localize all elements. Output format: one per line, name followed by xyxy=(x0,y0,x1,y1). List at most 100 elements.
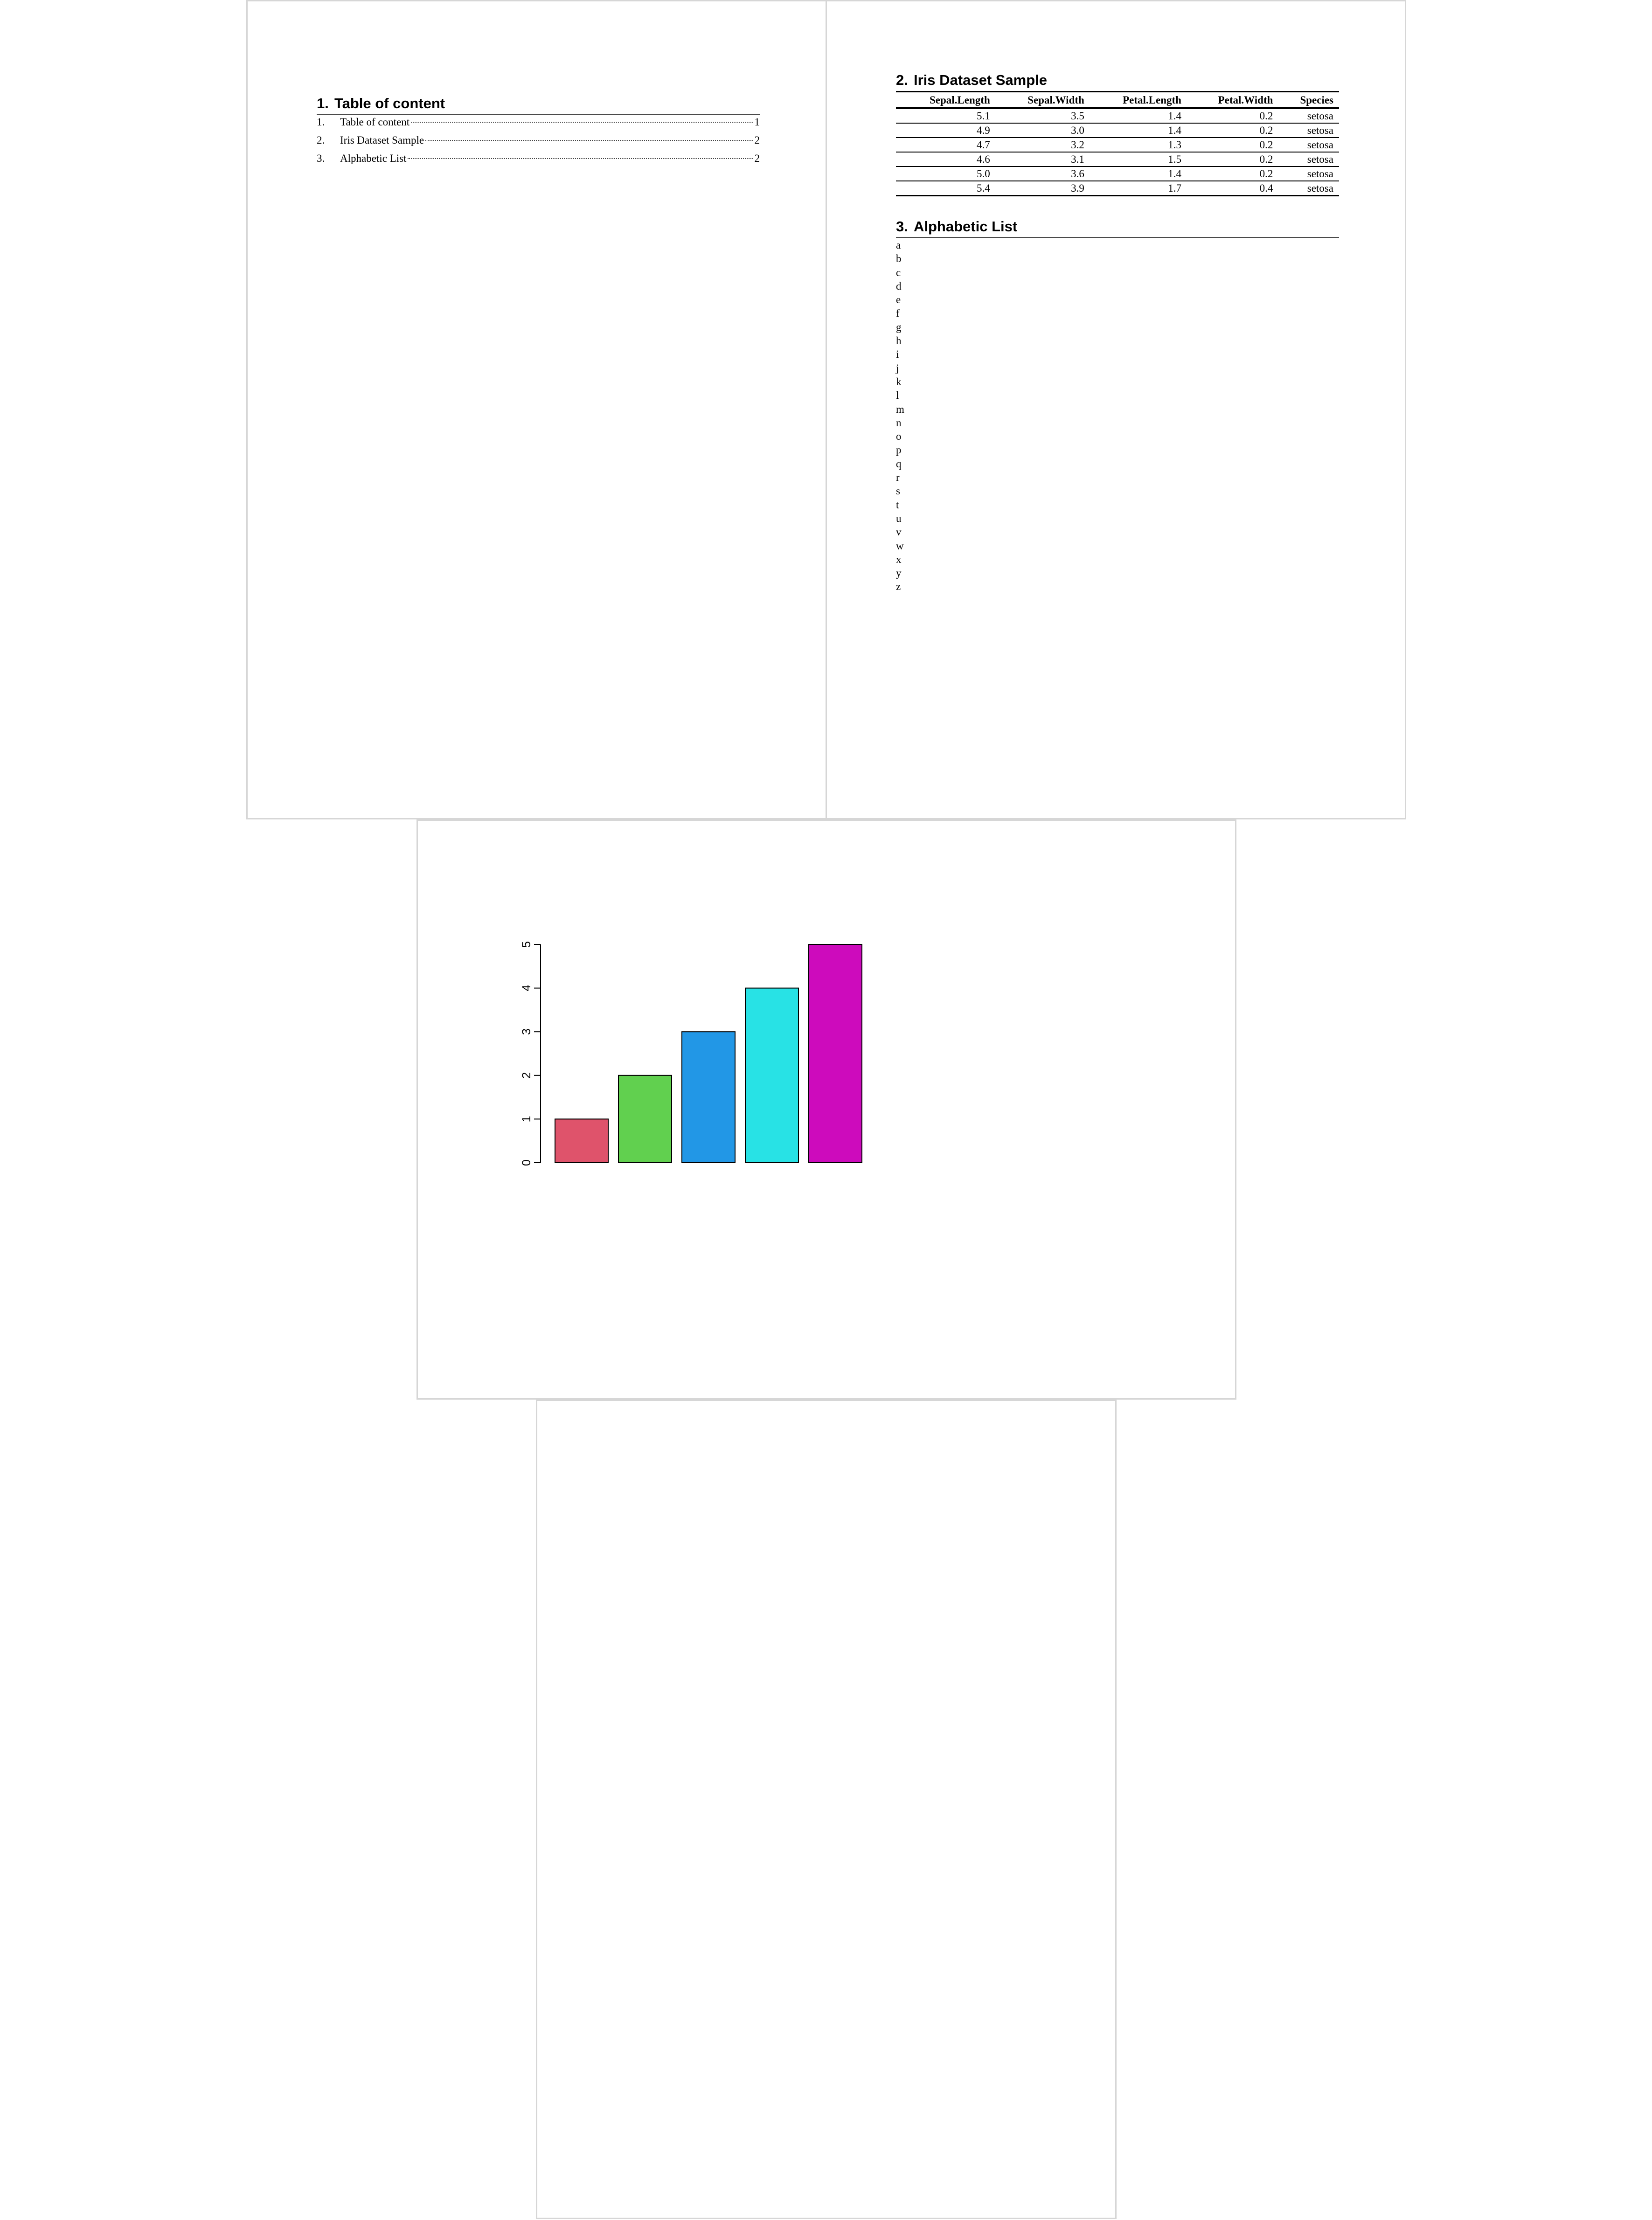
list-item: c xyxy=(896,266,901,278)
list-item: v xyxy=(896,526,902,538)
table-cell: setosa xyxy=(1278,181,1339,196)
toc-entry-text: Iris Dataset Sample xyxy=(340,134,424,146)
toc-entry-text: Table of content xyxy=(340,116,410,128)
y-tick-label: 0 xyxy=(520,1159,533,1166)
alphabet-heading-rule xyxy=(896,237,1339,238)
iris-section-heading: 2. Iris Dataset Sample xyxy=(896,72,1047,89)
table-row: 4.9 3.0 1.4 0.2 setosa xyxy=(896,123,1339,138)
bar xyxy=(745,987,799,1163)
list-item: h xyxy=(896,335,902,347)
table-cell: 3.1 xyxy=(995,152,1090,167)
table-cell: 1.7 xyxy=(1090,181,1187,196)
toc-entry-page: 2 xyxy=(754,153,760,164)
table-cell: 1.4 xyxy=(1090,108,1187,124)
toc-entry-number: 2. xyxy=(317,134,325,146)
list-item: d xyxy=(896,280,902,292)
list-item: r xyxy=(896,472,900,484)
table-row: 5.4 3.9 1.7 0.4 setosa xyxy=(896,181,1339,196)
y-tick-label: 4 xyxy=(520,985,533,992)
list-item: g xyxy=(896,321,902,333)
column-header-sepal-width: Sepal.Width xyxy=(995,91,1090,109)
toc-leader-dots xyxy=(425,140,753,141)
table-cell: 3.6 xyxy=(995,166,1090,181)
list-item: i xyxy=(896,348,899,361)
list-item: q xyxy=(896,458,902,470)
y-tick-label: 2 xyxy=(520,1072,533,1079)
toc-leader-dots xyxy=(411,122,753,123)
table-cell: 3.5 xyxy=(995,108,1090,124)
document-page-4 xyxy=(536,1400,1117,2219)
bar xyxy=(618,1075,672,1163)
table-cell: 4.9 xyxy=(896,123,996,138)
list-item: f xyxy=(896,307,900,319)
list-item: a xyxy=(896,239,901,251)
table-cell: 5.1 xyxy=(896,108,996,124)
toc-entry-text: Alphabetic List xyxy=(340,153,407,164)
table-row: 5.0 3.6 1.4 0.2 setosa xyxy=(896,166,1339,181)
table-cell: setosa xyxy=(1278,108,1339,124)
table-cell: 5.4 xyxy=(896,181,996,196)
alphabet-section-title: Alphabetic List xyxy=(914,218,1018,235)
column-header-sepal-length: Sepal.Length xyxy=(896,91,996,109)
table-cell: 0.2 xyxy=(1187,108,1279,124)
list-item: o xyxy=(896,430,902,443)
table-cell: 0.2 xyxy=(1187,123,1279,138)
alphabetic-list: a b c d e f g h i j k l m n o p q r s t … xyxy=(896,238,904,594)
list-item: s xyxy=(896,485,900,497)
toc-leader-dots xyxy=(408,158,753,159)
column-header-petal-width: Petal.Width xyxy=(1187,91,1279,109)
iris-table: Sepal.Length Sepal.Width Petal.Length Pe… xyxy=(896,91,1339,196)
table-cell: 0.2 xyxy=(1187,166,1279,181)
table-row: 4.7 3.2 1.3 0.2 setosa xyxy=(896,138,1339,153)
toc-entry-page: 2 xyxy=(754,134,760,146)
list-item: e xyxy=(896,294,901,306)
toc-entry[interactable]: 3. Alphabetic List 2 xyxy=(317,152,760,166)
table-cell: 5.0 xyxy=(896,166,996,181)
list-item: z xyxy=(896,581,901,593)
table-row: 4.6 3.1 1.5 0.2 setosa xyxy=(896,152,1339,167)
toc-heading: 1. Table of content xyxy=(317,95,445,112)
toc-heading-number: 1. xyxy=(317,95,329,111)
bar xyxy=(555,1118,609,1164)
list-item: t xyxy=(896,499,899,511)
list-item: k xyxy=(896,375,902,388)
toc-heading-rule xyxy=(317,114,760,115)
y-tick-label: 1 xyxy=(520,1116,533,1122)
table-cell: 4.7 xyxy=(896,138,996,153)
document-page-1: 1. Table of content 1. Table of content 1… xyxy=(246,0,827,819)
list-item: w xyxy=(896,540,904,552)
list-item: m xyxy=(896,403,904,415)
table-cell: 1.4 xyxy=(1090,166,1187,181)
table-cell: 3.9 xyxy=(995,181,1090,196)
table-cell: 0.2 xyxy=(1187,152,1279,167)
table-cell: setosa xyxy=(1278,152,1339,167)
table-cell: 1.4 xyxy=(1090,123,1187,138)
bar-chart: 0 1 2 3 4 5 xyxy=(520,941,862,1166)
column-header-species: Species xyxy=(1278,91,1339,109)
document-page-3: 0 1 2 3 4 5 xyxy=(416,819,1236,1400)
table-cell: setosa xyxy=(1278,138,1339,153)
y-tick-label: 5 xyxy=(520,941,533,948)
toc-entry-page: 1 xyxy=(754,116,760,128)
iris-section-number: 2. xyxy=(896,72,908,88)
table-cell: 1.3 xyxy=(1090,138,1187,153)
column-header-petal-length: Petal.Length xyxy=(1090,91,1187,109)
list-item: j xyxy=(896,362,899,374)
table-cell: 4.6 xyxy=(896,152,996,167)
bar xyxy=(681,1031,736,1163)
list-item: l xyxy=(896,389,899,402)
toc-entry[interactable]: 2. Iris Dataset Sample 2 xyxy=(317,133,760,147)
table-cell: setosa xyxy=(1278,123,1339,138)
table-cell: setosa xyxy=(1278,166,1339,181)
list-item: b xyxy=(896,253,902,265)
bar xyxy=(808,944,862,1163)
toc-heading-title: Table of content xyxy=(334,95,445,111)
toc-entry[interactable]: 1. Table of content 1 xyxy=(317,115,760,129)
alphabet-section-heading: 3. Alphabetic List xyxy=(896,218,1017,235)
list-item: y xyxy=(896,567,902,579)
document-page-2: 2. Iris Dataset Sample Sepal.Length Sepal… xyxy=(826,0,1406,819)
list-item: n xyxy=(896,416,902,429)
table-cell: 3.2 xyxy=(995,138,1090,153)
list-item: u xyxy=(896,512,902,524)
toc-entry-number: 3. xyxy=(317,153,325,164)
